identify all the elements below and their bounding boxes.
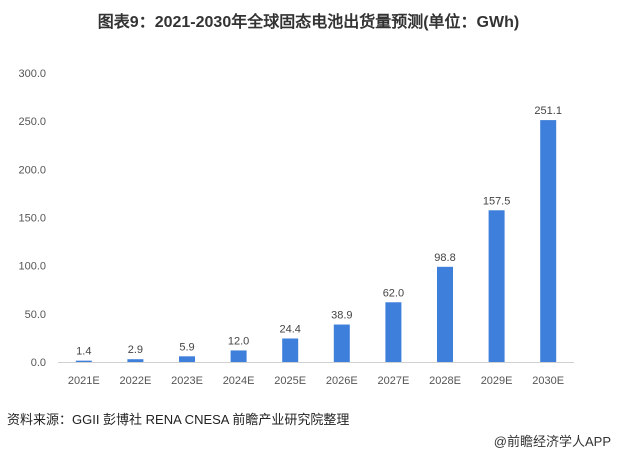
bar-2027E: [385, 302, 402, 362]
data-label: 12.0: [228, 335, 249, 347]
bar-2026E: [333, 324, 350, 362]
bar-2025E: [282, 338, 299, 362]
x-tick-label: 2026E: [326, 375, 358, 387]
y-tick-label: 300.0: [18, 68, 46, 80]
data-label: 38.9: [331, 310, 352, 322]
x-tick-label: 2028E: [429, 375, 461, 387]
y-tick-label: 200.0: [18, 164, 46, 176]
x-tick-label: 2024E: [223, 375, 255, 387]
y-tick-label: 250.0: [18, 116, 46, 128]
x-tick-label: 2029E: [481, 375, 513, 387]
data-label: 98.8: [434, 252, 455, 264]
y-tick-label: 0.0: [31, 357, 46, 369]
data-label: 2.9: [128, 344, 143, 356]
bar-2030E: [540, 120, 557, 363]
y-tick-label: 100.0: [18, 261, 46, 273]
bar-2023E: [179, 356, 195, 362]
data-label: 62.0: [383, 287, 404, 299]
x-tick-label: 2030E: [532, 375, 564, 387]
data-label: 1.4: [76, 346, 91, 358]
x-tick-label: 2023E: [171, 375, 203, 387]
bar-2029E: [488, 210, 505, 362]
bar-2021E: [75, 360, 92, 362]
bar-2024E: [230, 350, 247, 362]
bar-2028E: [437, 266, 453, 362]
y-tick-label: 50.0: [25, 309, 46, 321]
source-note: 资料来源：GGII 彭博社 RENA CNESA 前瞻产业研究院整理: [7, 412, 350, 427]
data-label: 24.4: [279, 323, 300, 335]
credit-text: @前瞻经济学人APP: [493, 434, 611, 449]
x-tick-label: 2025E: [274, 375, 306, 387]
x-tick-label: 2022E: [119, 375, 151, 387]
bar-2022E: [127, 359, 144, 362]
y-tick-label: 150.0: [18, 213, 46, 225]
chart-title: 图表9：2021-2030年全球固态电池出货量预测(单位：GWh): [97, 14, 520, 31]
data-label: 157.5: [483, 195, 511, 207]
x-tick-label: 2027E: [377, 375, 409, 387]
data-label: 5.9: [179, 341, 194, 353]
data-label: 251.1: [534, 105, 562, 117]
x-tick-label: 2021E: [68, 375, 100, 387]
